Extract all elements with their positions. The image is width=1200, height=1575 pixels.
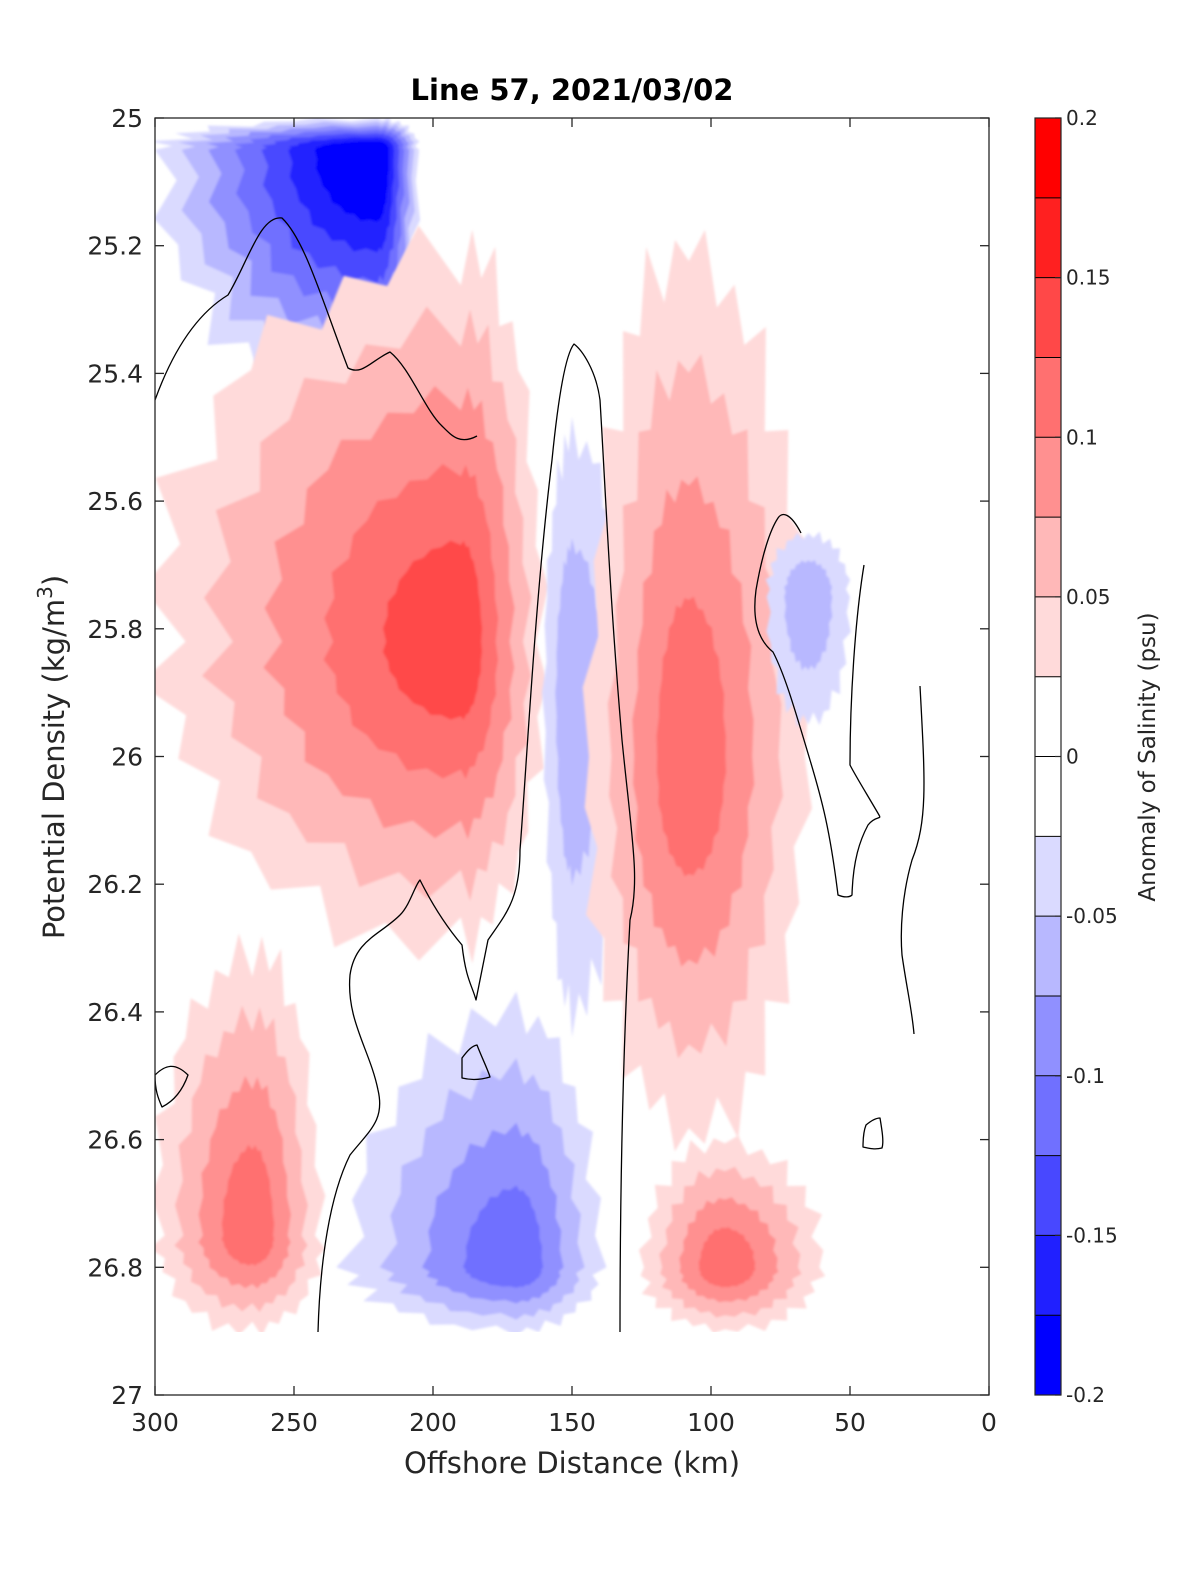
- colorbar-tick-label: 0: [1066, 745, 1079, 769]
- colorbar-title: Anomaly of Salinity (psu): [1135, 612, 1161, 901]
- x-tick-label: 0: [981, 1408, 997, 1437]
- x-tick-label: 250: [270, 1408, 318, 1437]
- y-tick-label: 25.4: [87, 359, 143, 388]
- anomaly-feature-negative: [336, 991, 607, 1332]
- anomaly-feature-positive: [155, 933, 326, 1332]
- anomaly-level-band: [382, 540, 483, 720]
- anomaly-level-band: [656, 596, 727, 877]
- colorbar-level: [1035, 916, 1061, 997]
- colorbar-tick-label: -0.05: [1066, 904, 1118, 928]
- y-axis-title-superscript: 3: [33, 586, 57, 599]
- colorbar-level: [1035, 277, 1061, 358]
- colorbar-level: [1035, 676, 1061, 757]
- colorbar: [1034, 117, 1062, 1396]
- colorbar-tick-label: 0.2: [1066, 106, 1098, 130]
- anomaly-feature-negative: [765, 531, 851, 728]
- zero-contour-lines: [155, 217, 925, 1333]
- colorbar-level: [1035, 118, 1061, 199]
- colorbar-level: [1035, 357, 1061, 438]
- x-tick-label: 200: [409, 1408, 457, 1437]
- y-axis-title: Potential Density (kg/m3): [33, 575, 71, 939]
- y-tick-label: 26.4: [87, 998, 143, 1027]
- y-tick-label: 25.8: [87, 615, 143, 644]
- colorbar-tick-label: 0.05: [1066, 585, 1111, 609]
- zero-contour-line: [155, 217, 478, 441]
- colorbar-level: [1035, 517, 1061, 598]
- colorbar-level: [1035, 1075, 1061, 1157]
- anomaly-feature-positive: [582, 229, 812, 1152]
- anomaly-level-band: [463, 1185, 544, 1288]
- anomaly-feature-positive: [155, 225, 549, 964]
- x-tick-label: 300: [131, 1408, 179, 1437]
- anomaly-level-band: [784, 560, 833, 671]
- salinity-anomaly-field: [155, 118, 851, 1332]
- y-tick-label: 26.6: [87, 1126, 143, 1155]
- colorbar-level: [1035, 995, 1061, 1077]
- y-axis-ticks: 25 25.2 25.4 25.6 25.8 26 26.2 26.4 26.6 26.8 27: [87, 104, 989, 1410]
- zero-contour-line: [461, 1044, 491, 1081]
- x-tick-label: 150: [548, 1408, 596, 1437]
- anomaly-level-band: [341, 144, 385, 192]
- colorbar-level: [1035, 756, 1061, 837]
- y-tick-label: 25.2: [87, 232, 143, 261]
- y-tick-label: 27: [111, 1381, 143, 1410]
- colorbar-level: [1035, 596, 1061, 678]
- y-tick-label: 25.6: [87, 487, 143, 516]
- zero-contour-line: [900, 685, 925, 1035]
- x-axis-ticks: 300 250 200 150 100 50 0: [131, 118, 997, 1437]
- anomaly-level-band: [698, 1227, 756, 1288]
- colorbar-tick-label: 0.15: [1066, 266, 1111, 290]
- zero-contour-line: [754, 513, 881, 898]
- zero-contour-line: [317, 343, 636, 1333]
- anomaly-feature-positive: [638, 1135, 826, 1332]
- colorbar-ticks: 0.2 0.15 0.1 0.05 0 -0.05 -0.1 -0.15 -0.2: [1055, 106, 1118, 1407]
- colorbar-level: [1035, 1235, 1061, 1316]
- y-tick-label: 26.8: [87, 1253, 143, 1282]
- colorbar-level: [1035, 437, 1061, 518]
- zero-contour-line: [155, 1065, 189, 1108]
- x-tick-label: 50: [834, 1408, 866, 1437]
- colorbar-level: [1035, 197, 1061, 279]
- colorbar-tick-label: -0.2: [1066, 1383, 1105, 1407]
- anomaly-level-band: [221, 1144, 275, 1266]
- chart-title: Line 57, 2021/03/02: [411, 73, 734, 107]
- colorbar-level: [1035, 836, 1061, 917]
- colorbar-tick-label: 0.1: [1066, 425, 1098, 449]
- y-tick-label: 25: [111, 104, 143, 133]
- colorbar-level: [1035, 1155, 1061, 1236]
- y-tick-label: 26: [111, 743, 143, 772]
- x-tick-label: 100: [687, 1408, 735, 1437]
- x-axis-title: Offshore Distance (km): [404, 1446, 740, 1480]
- colorbar-tick-label: -0.1: [1066, 1064, 1105, 1088]
- colorbar-level: [1035, 1315, 1061, 1396]
- zero-contour-line: [862, 1117, 884, 1150]
- colorbar-tick-label: -0.15: [1066, 1223, 1118, 1247]
- y-tick-label: 26.2: [87, 870, 143, 899]
